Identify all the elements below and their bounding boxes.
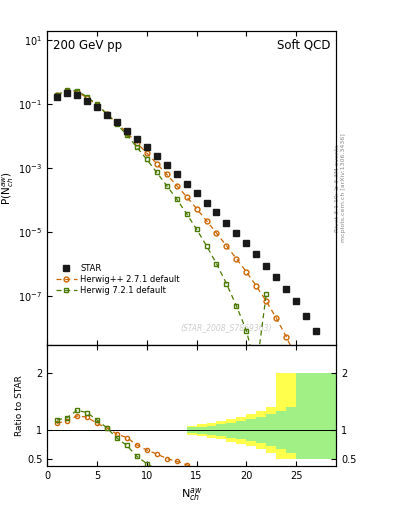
Herwig++ 2.7.1 default: [84, 95, 89, 101]
STAR: [114, 119, 119, 125]
Herwig 7.2.1 default: [125, 132, 129, 138]
Line: Herwig 7.2.1 default: Herwig 7.2.1 default: [55, 88, 269, 372]
Herwig++ 2.7.1 default: [224, 243, 229, 249]
STAR: [144, 144, 149, 150]
Herwig++ 2.7.1 default: [214, 230, 219, 236]
STAR: [55, 94, 59, 100]
STAR: [304, 312, 309, 318]
STAR: [105, 112, 109, 118]
STAR: [244, 240, 249, 246]
STAR: [184, 181, 189, 187]
Herwig 7.2.1 default: [95, 101, 99, 108]
Herwig++ 2.7.1 default: [274, 315, 279, 321]
STAR: [314, 328, 318, 334]
Herwig++ 2.7.1 default: [194, 205, 199, 211]
STAR: [234, 230, 239, 236]
STAR: [274, 274, 279, 280]
STAR: [154, 153, 159, 159]
Herwig 7.2.1 default: [174, 196, 179, 202]
STAR: [284, 286, 288, 292]
STAR: [174, 171, 179, 177]
Herwig 7.2.1 default: [264, 291, 269, 297]
Herwig++ 2.7.1 default: [125, 130, 129, 136]
Herwig 7.2.1 default: [164, 182, 169, 188]
Y-axis label: Rivet 3.1.10; ≥ 3.3M events
mcplots.cern.ch [arXiv:1306.3436]: Rivet 3.1.10; ≥ 3.3M events mcplots.cern…: [335, 134, 345, 242]
Herwig 7.2.1 default: [244, 328, 249, 334]
Herwig++ 2.7.1 default: [254, 283, 259, 289]
Herwig++ 2.7.1 default: [234, 255, 239, 262]
Line: STAR: STAR: [54, 90, 329, 358]
Line: Herwig++ 2.7.1 default: Herwig++ 2.7.1 default: [55, 88, 299, 360]
STAR: [95, 103, 99, 110]
STAR: [164, 162, 169, 168]
Herwig 7.2.1 default: [144, 156, 149, 162]
Herwig++ 2.7.1 default: [95, 102, 99, 108]
Text: 200 GeV pp: 200 GeV pp: [53, 38, 122, 52]
Y-axis label: Ratio to STAR: Ratio to STAR: [15, 375, 24, 436]
Herwig++ 2.7.1 default: [284, 333, 288, 339]
Herwig++ 2.7.1 default: [134, 140, 139, 146]
Herwig 7.2.1 default: [114, 121, 119, 127]
Text: Soft QCD: Soft QCD: [277, 38, 330, 52]
STAR: [214, 209, 219, 216]
Text: (STAR_2008_S7869363): (STAR_2008_S7869363): [180, 324, 272, 332]
Herwig 7.2.1 default: [184, 211, 189, 217]
Herwig++ 2.7.1 default: [264, 298, 269, 304]
Herwig++ 2.7.1 default: [154, 161, 159, 167]
Herwig++ 2.7.1 default: [105, 111, 109, 117]
Herwig++ 2.7.1 default: [75, 89, 79, 95]
Y-axis label: P(N$_{ch}^{aw}$): P(N$_{ch}^{aw}$): [0, 171, 16, 205]
Herwig 7.2.1 default: [204, 243, 209, 249]
STAR: [264, 263, 269, 269]
Herwig 7.2.1 default: [84, 94, 89, 100]
Herwig 7.2.1 default: [105, 111, 109, 117]
STAR: [125, 127, 129, 134]
STAR: [294, 298, 299, 304]
Herwig++ 2.7.1 default: [114, 120, 119, 126]
Herwig++ 2.7.1 default: [174, 182, 179, 188]
STAR: [254, 251, 259, 257]
STAR: [84, 98, 89, 104]
Herwig++ 2.7.1 default: [204, 218, 209, 224]
Herwig 7.2.1 default: [224, 281, 229, 287]
Herwig 7.2.1 default: [214, 261, 219, 267]
Herwig++ 2.7.1 default: [294, 355, 299, 361]
Herwig++ 2.7.1 default: [244, 269, 249, 275]
Herwig 7.2.1 default: [254, 367, 259, 373]
Herwig 7.2.1 default: [65, 87, 70, 93]
Herwig 7.2.1 default: [154, 169, 159, 176]
STAR: [224, 220, 229, 226]
Herwig 7.2.1 default: [134, 144, 139, 150]
Herwig 7.2.1 default: [194, 226, 199, 232]
Herwig++ 2.7.1 default: [144, 150, 149, 156]
Herwig 7.2.1 default: [55, 92, 59, 98]
STAR: [324, 352, 329, 358]
Herwig 7.2.1 default: [234, 303, 239, 309]
Herwig++ 2.7.1 default: [55, 92, 59, 98]
Herwig 7.2.1 default: [75, 88, 79, 94]
Herwig++ 2.7.1 default: [184, 194, 189, 200]
Herwig++ 2.7.1 default: [65, 88, 70, 94]
STAR: [75, 92, 79, 98]
STAR: [194, 190, 199, 196]
STAR: [65, 90, 70, 96]
Herwig++ 2.7.1 default: [164, 171, 169, 177]
X-axis label: N$_{ch}^{aw}$: N$_{ch}^{aw}$: [181, 486, 202, 503]
Legend: STAR, Herwig++ 2.7.1 default, Herwig 7.2.1 default: STAR, Herwig++ 2.7.1 default, Herwig 7.2…: [54, 262, 181, 297]
STAR: [204, 200, 209, 206]
STAR: [134, 136, 139, 142]
